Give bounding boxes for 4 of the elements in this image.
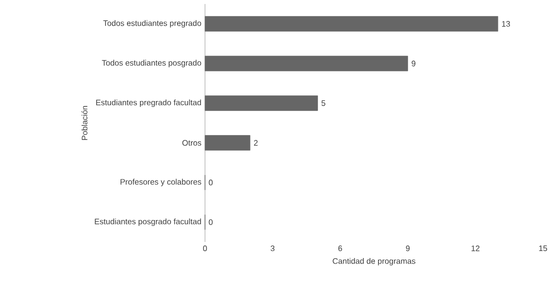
bar [204, 16, 498, 32]
bar [204, 135, 250, 151]
bar [204, 95, 318, 111]
bar [204, 56, 408, 72]
